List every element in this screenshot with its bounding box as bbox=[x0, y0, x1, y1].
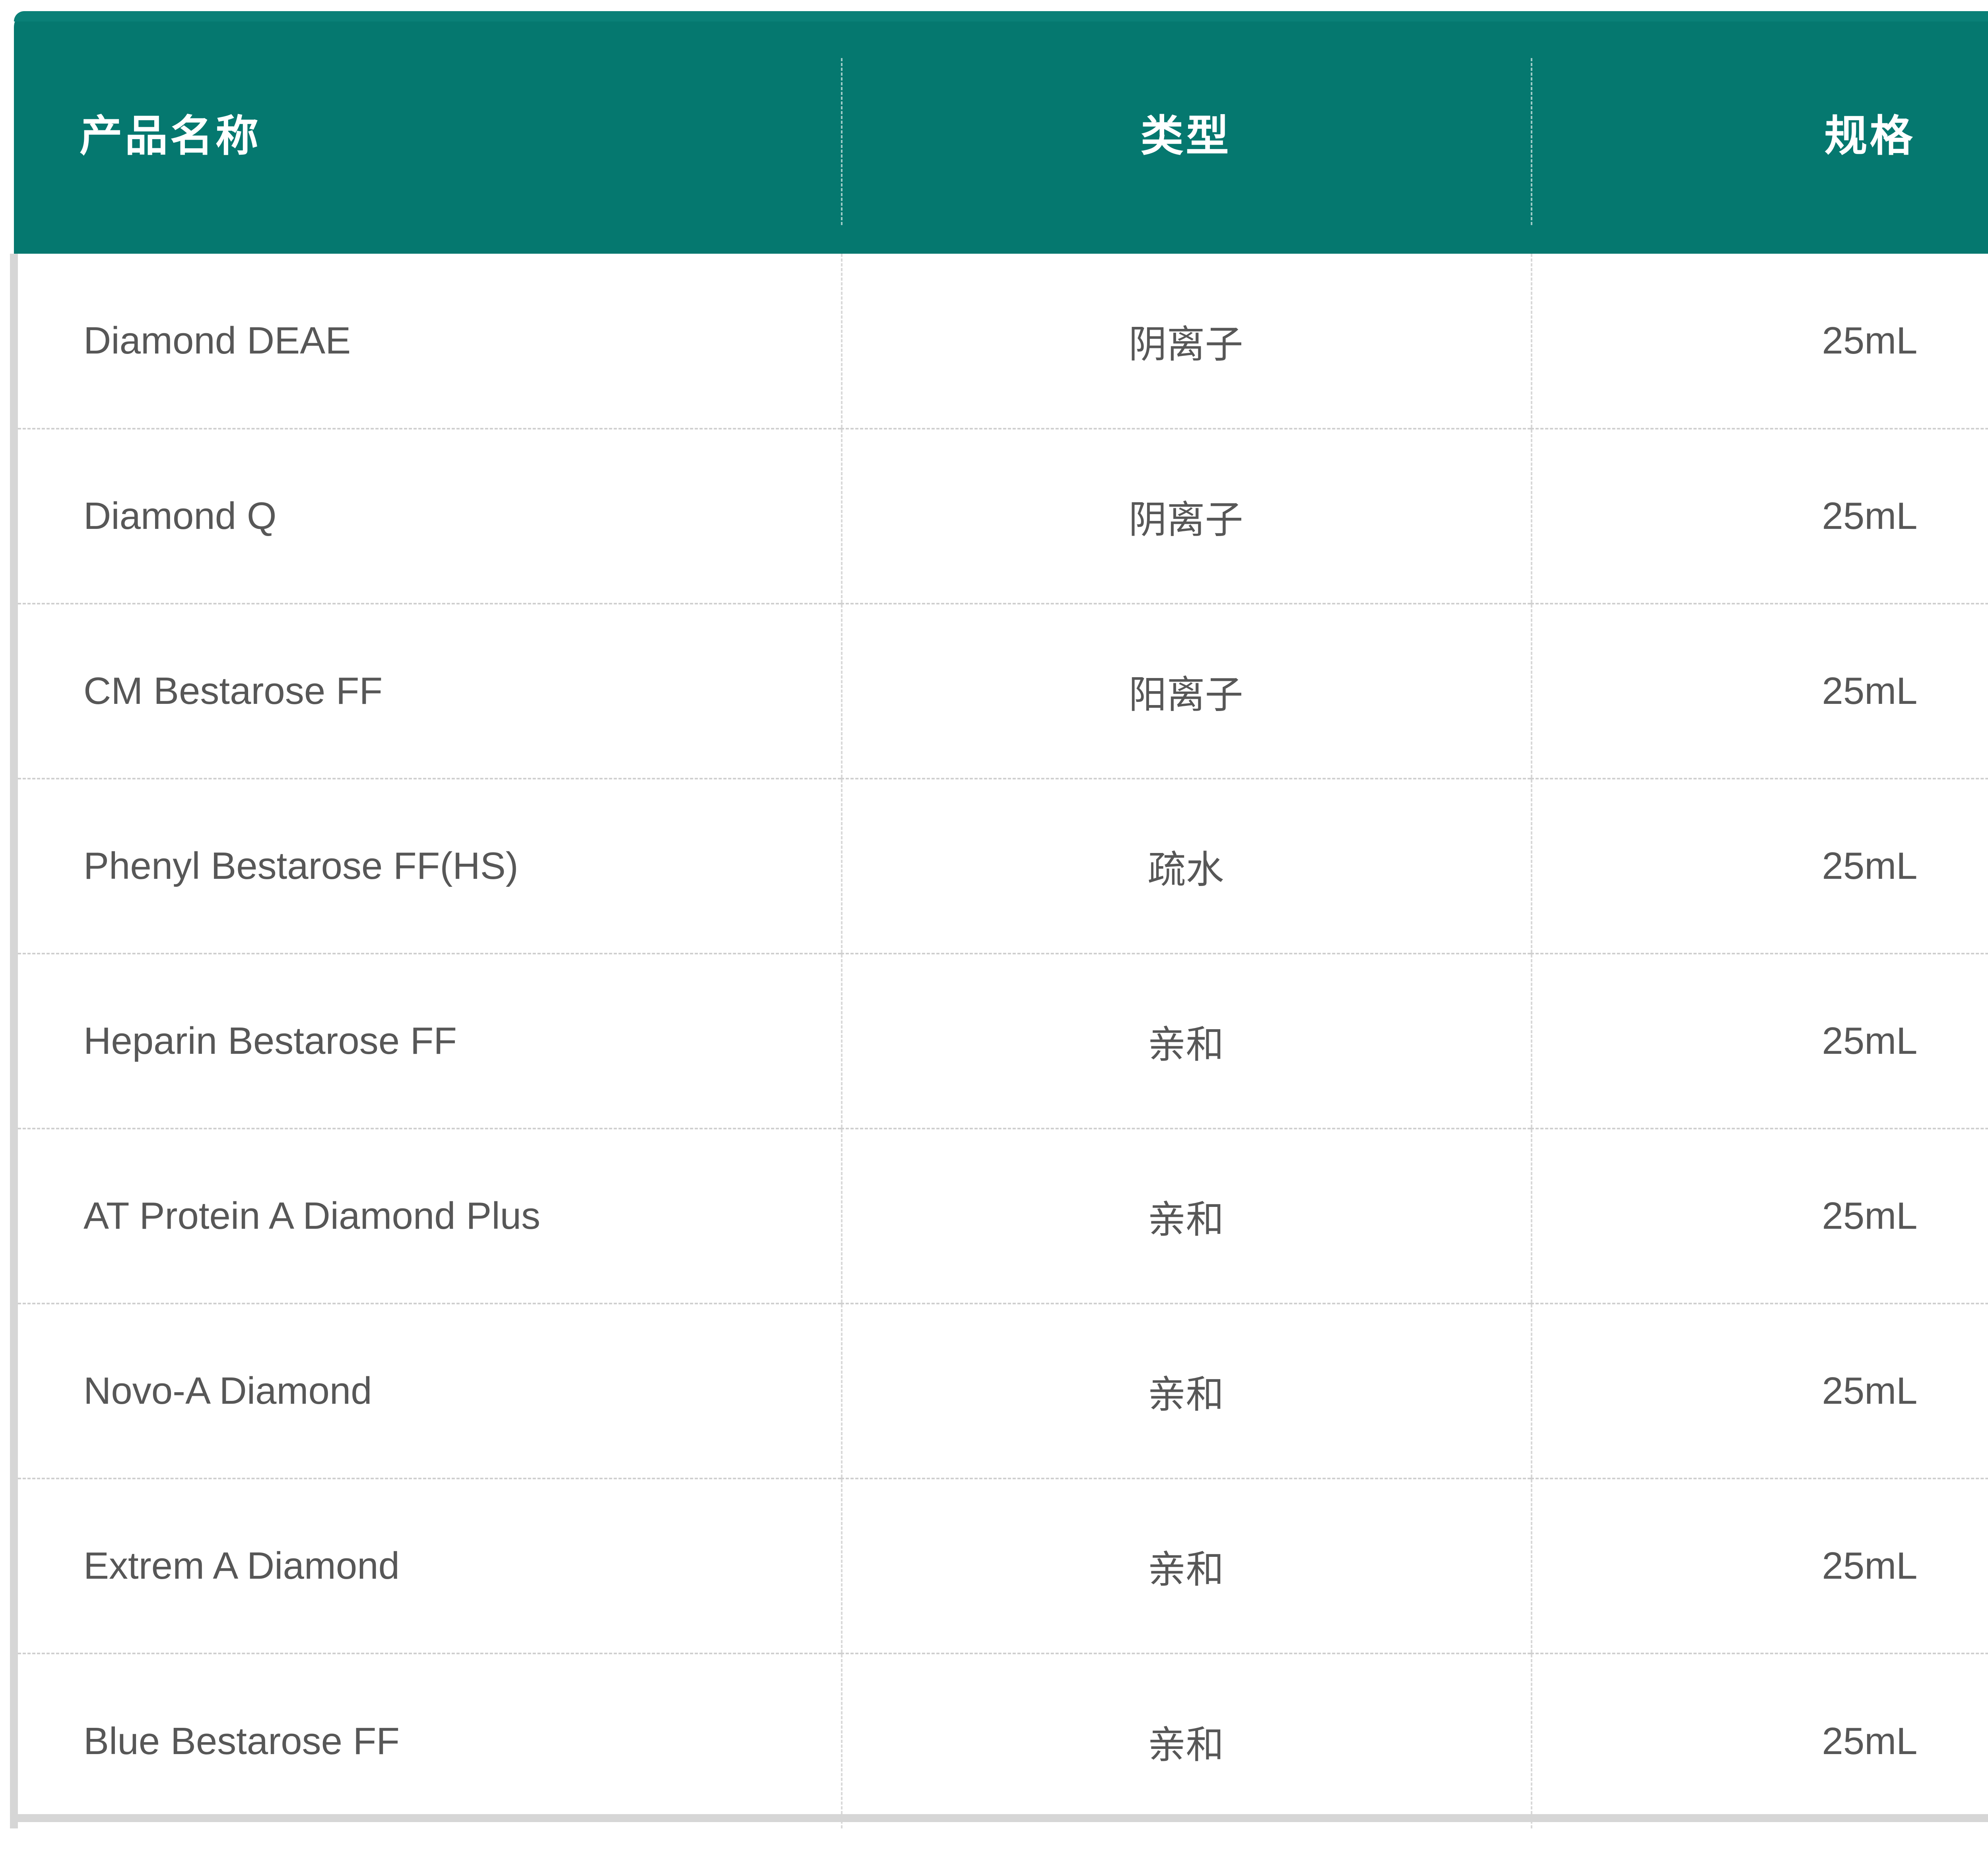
cell-type: 阴离子 bbox=[841, 429, 1531, 604]
cell-name: Diamond Q bbox=[10, 429, 841, 604]
table-row[interactable]: Extrem A Diamond亲和25mLAA04501 bbox=[10, 1478, 1988, 1654]
cell-spec: 25mL bbox=[1531, 1478, 1988, 1654]
table-header-row: 产品名称 类型 规格 货号 bbox=[14, 11, 1988, 254]
cell-name: AT Protein A Diamond Plus bbox=[10, 1129, 841, 1304]
column-header-product-name[interactable]: 产品名称 bbox=[14, 11, 841, 254]
cell-name: Novo-A Diamond bbox=[10, 1304, 841, 1479]
table-row[interactable]: Blue Bestarose FF亲和25mLAA210305 bbox=[10, 1653, 1988, 1828]
cell-spec: 25mL bbox=[1531, 954, 1988, 1129]
cell-name: Phenyl Bestarose FF(HS) bbox=[10, 779, 841, 954]
product-table: 产品名称 类型 规格 货号 Diamond DEAE阴离子25mLAI0121D… bbox=[10, 11, 1988, 1828]
product-table-container: 产品名称 类型 规格 货号 Diamond DEAE阴离子25mLAI0121D… bbox=[10, 11, 1988, 1828]
table-header: 产品名称 类型 规格 货号 bbox=[14, 11, 1988, 254]
cell-spec: 25mL bbox=[1531, 1653, 1988, 1828]
cell-spec: 25mL bbox=[1531, 1304, 1988, 1479]
table-row[interactable]: Phenyl Bestarose FF(HS)疏水25mLAH0031 bbox=[10, 779, 1988, 954]
cell-type: 疏水 bbox=[841, 779, 1531, 954]
cell-spec: 25mL bbox=[1531, 429, 1988, 604]
cell-type: 阳离子 bbox=[841, 604, 1531, 779]
cell-type: 亲和 bbox=[841, 954, 1531, 1129]
cell-type: 亲和 bbox=[841, 1129, 1531, 1304]
cell-name: Blue Bestarose FF bbox=[10, 1653, 841, 1828]
column-header-type[interactable]: 类型 bbox=[841, 11, 1531, 254]
cell-type: 亲和 bbox=[841, 1304, 1531, 1479]
table-row[interactable]: AT Protein A Diamond Plus亲和25mLAA402305 bbox=[10, 1129, 1988, 1304]
cell-spec: 25mL bbox=[1531, 1129, 1988, 1304]
table-row[interactable]: Heparin Bestarose FF亲和25mLAA212305 bbox=[10, 954, 1988, 1129]
cell-type: 亲和 bbox=[841, 1653, 1531, 1828]
cell-type: 阴离子 bbox=[841, 254, 1531, 429]
cell-type: 亲和 bbox=[841, 1478, 1531, 1654]
cell-name: Extrem A Diamond bbox=[10, 1478, 841, 1654]
table-row[interactable]: CM Bestarose FF阳离子25mLAI0041 bbox=[10, 604, 1988, 779]
cell-spec: 25mL bbox=[1531, 604, 1988, 779]
table-row[interactable]: Novo-A Diamond亲和25mLAA05001 bbox=[10, 1304, 1988, 1479]
cell-spec: 25mL bbox=[1531, 779, 1988, 954]
table-row[interactable]: Diamond Q阴离子25mLAI0111 bbox=[10, 429, 1988, 604]
cell-name: Heparin Bestarose FF bbox=[10, 954, 841, 1129]
cell-name: Diamond DEAE bbox=[10, 254, 841, 429]
column-header-spec[interactable]: 规格 bbox=[1531, 11, 1988, 254]
table-body: Diamond DEAE阴离子25mLAI0121Diamond Q阴离子25m… bbox=[10, 254, 1988, 1828]
cell-name: CM Bestarose FF bbox=[10, 604, 841, 779]
table-row[interactable]: Diamond DEAE阴离子25mLAI0121 bbox=[10, 254, 1988, 429]
bottom-divider-rule bbox=[10, 1814, 1988, 1822]
cell-spec: 25mL bbox=[1531, 254, 1988, 429]
